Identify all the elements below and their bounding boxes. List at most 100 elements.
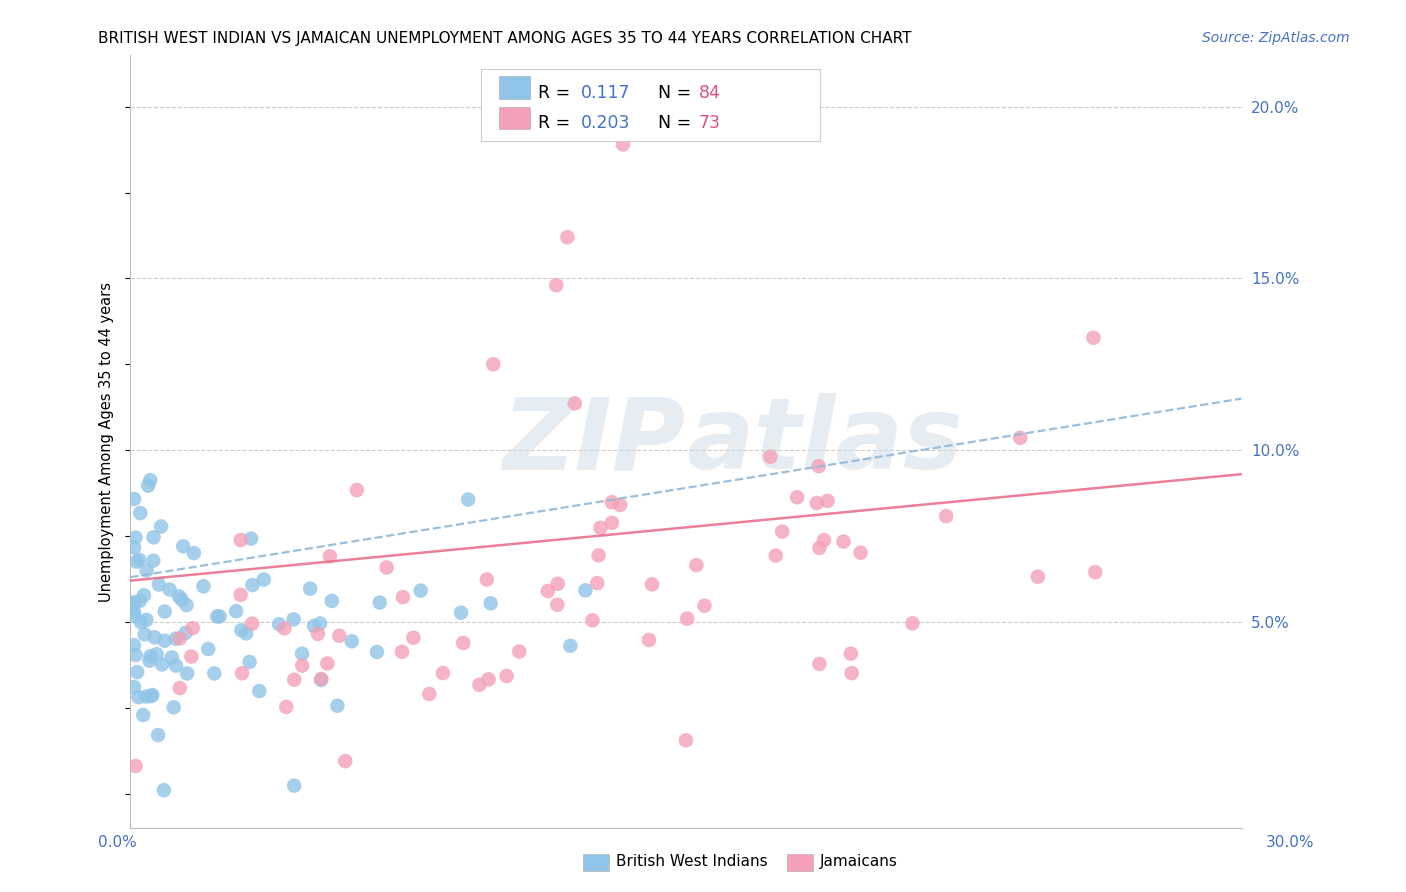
Point [165, 632, 187, 646]
Point [482, 357, 505, 371]
Text: 73: 73 [699, 114, 721, 132]
Point [146, 728, 169, 742]
Point [148, 577, 170, 591]
Point [432, 666, 454, 681]
Point [283, 612, 305, 626]
Point [813, 533, 835, 548]
Point [229, 588, 252, 602]
Point [169, 632, 191, 646]
Point [547, 576, 569, 591]
Point [176, 666, 198, 681]
Point [475, 573, 498, 587]
Point [132, 588, 155, 602]
Point [231, 666, 253, 681]
Point [770, 524, 793, 539]
Point [291, 647, 314, 661]
Point [239, 655, 262, 669]
Point [495, 669, 517, 683]
Point [574, 583, 596, 598]
Point [132, 708, 155, 723]
Text: 84: 84 [699, 84, 721, 102]
Point [478, 673, 501, 687]
Point [335, 754, 357, 768]
Point [807, 459, 830, 474]
Point [1026, 569, 1049, 583]
Point [340, 634, 363, 648]
Text: N =: N = [647, 84, 696, 102]
Point [808, 541, 831, 555]
Point [508, 644, 530, 658]
Point [299, 582, 322, 596]
Point [122, 541, 145, 555]
Point [242, 578, 264, 592]
Point [328, 629, 350, 643]
Point [326, 698, 349, 713]
Point [129, 593, 152, 607]
Point [641, 577, 664, 591]
Point [675, 733, 697, 747]
Point [581, 613, 603, 627]
Point [165, 658, 187, 673]
Point [307, 627, 329, 641]
Point [247, 684, 270, 698]
Point [366, 645, 388, 659]
Point [208, 609, 231, 624]
Point [537, 584, 560, 599]
Point [402, 631, 425, 645]
Point [145, 647, 167, 661]
Text: Source: ZipAtlas.com: Source: ZipAtlas.com [1202, 31, 1350, 45]
Point [225, 604, 247, 618]
Point [129, 506, 152, 520]
Point [638, 632, 661, 647]
Point [122, 638, 145, 652]
Point [235, 626, 257, 640]
Point [159, 582, 181, 597]
Point [136, 478, 159, 492]
Point [276, 700, 298, 714]
Point [546, 598, 568, 612]
Point [122, 597, 145, 611]
Point [139, 649, 162, 664]
Text: R =: R = [538, 84, 576, 102]
Point [832, 534, 855, 549]
Point [153, 605, 176, 619]
Point [139, 689, 162, 703]
Point [560, 639, 582, 653]
Point [122, 680, 145, 694]
Point [451, 636, 474, 650]
Point [1083, 331, 1105, 345]
Point [283, 779, 305, 793]
Point [139, 473, 162, 487]
Point [163, 700, 186, 714]
Point [935, 509, 957, 524]
Text: ZIP: ZIP [503, 393, 686, 490]
Point [125, 555, 148, 569]
Point [1010, 431, 1032, 445]
Point [418, 687, 440, 701]
Point [197, 642, 219, 657]
Point [153, 783, 176, 797]
Point [128, 552, 150, 566]
Point [609, 498, 631, 512]
Point [368, 595, 391, 609]
Point [309, 673, 332, 687]
Point [600, 495, 623, 509]
Point [849, 546, 872, 560]
Point [765, 549, 787, 563]
Point [546, 278, 568, 293]
Point [273, 621, 295, 635]
Point [122, 491, 145, 506]
Point [160, 650, 183, 665]
Point [142, 530, 165, 544]
Point [174, 626, 197, 640]
Point [283, 673, 305, 687]
Point [901, 616, 924, 631]
Point [172, 539, 194, 553]
Point [468, 678, 491, 692]
Point [135, 613, 157, 627]
Point [291, 658, 314, 673]
Point [841, 666, 863, 681]
Point [346, 483, 368, 497]
Point [134, 627, 156, 641]
Point [229, 533, 252, 547]
